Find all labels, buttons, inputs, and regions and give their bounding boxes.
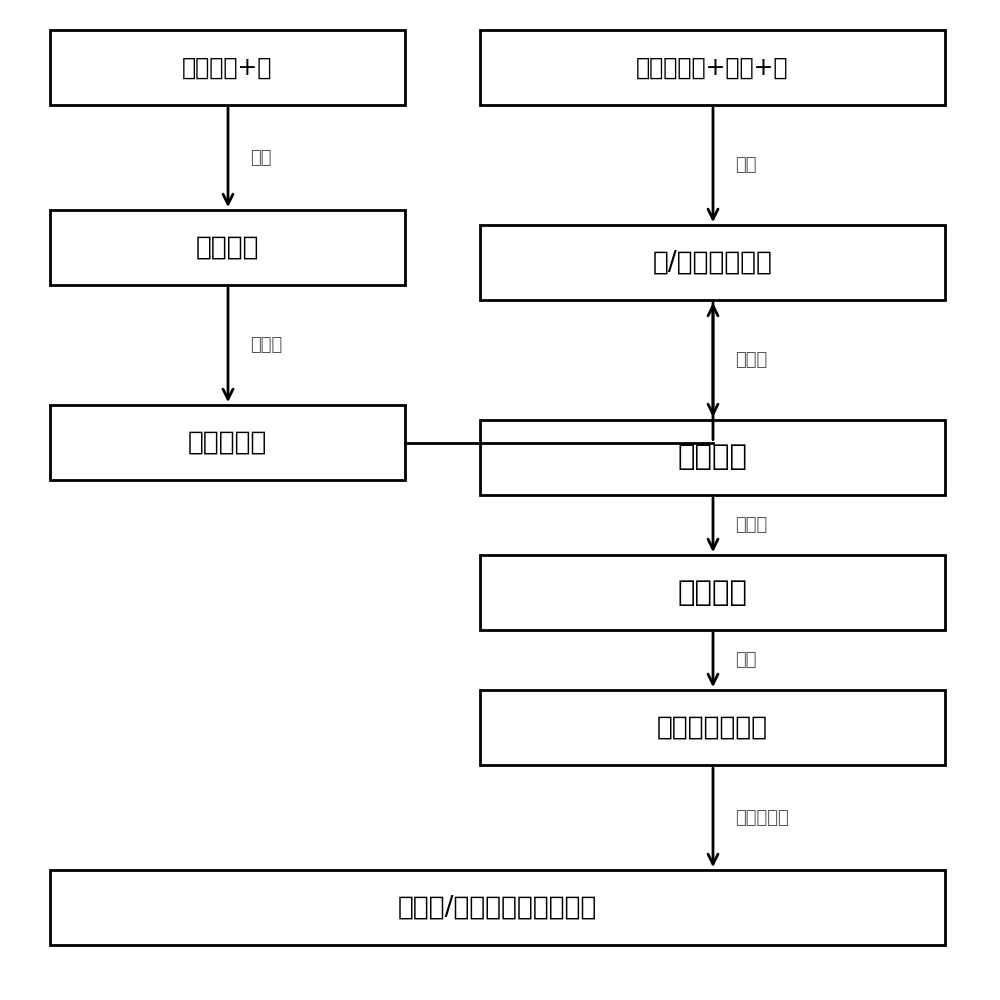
- Text: 混合溶液: 混合溶液: [196, 234, 259, 260]
- Bar: [50, 210, 405, 285]
- Text: 搅拌: 搅拌: [735, 156, 757, 174]
- Text: 硅/铝前驱体溶液: 硅/铝前驱体溶液: [652, 250, 772, 276]
- Bar: [480, 30, 945, 105]
- Text: 正硅酸乙酯+乙醇+水: 正硅酸乙酯+乙醇+水: [636, 55, 789, 80]
- Text: 氧化铝溶胶: 氧化铝溶胶: [188, 430, 267, 456]
- Text: 搅拌: 搅拌: [250, 148, 272, 166]
- Text: 复合溶胶: 复合溶胶: [678, 578, 748, 606]
- Text: 超临界干燥: 超临界干燥: [735, 808, 789, 826]
- Bar: [50, 405, 405, 480]
- Bar: [480, 225, 945, 300]
- Bar: [480, 555, 945, 630]
- Text: 加硝酸: 加硝酸: [250, 336, 282, 354]
- Text: 稀盐酸: 稀盐酸: [735, 351, 767, 369]
- Text: 复合溶胶: 复合溶胶: [678, 444, 748, 472]
- Bar: [50, 30, 405, 105]
- Text: 浸渍: 浸渍: [735, 651, 757, 669]
- Text: 异丙醇铝+水: 异丙醇铝+水: [182, 55, 273, 80]
- Bar: [480, 690, 945, 765]
- Text: 复合材料预制件: 复合材料预制件: [657, 714, 768, 740]
- Bar: [480, 420, 945, 495]
- Text: 稀氨水: 稀氨水: [735, 516, 767, 534]
- Bar: [50, 870, 945, 945]
- Text: 氧化铝/氧化硯复合隔热材料: 氧化铝/氧化硯复合隔热材料: [398, 894, 597, 920]
